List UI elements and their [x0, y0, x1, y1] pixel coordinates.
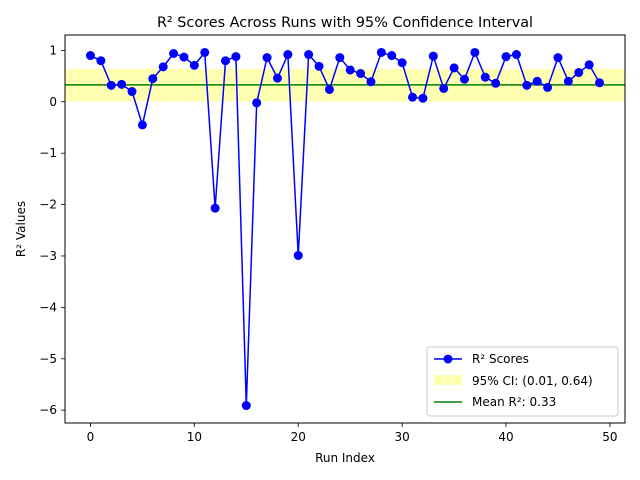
data-point [574, 68, 584, 78]
data-point [158, 62, 168, 72]
data-point [501, 52, 511, 62]
data-point [189, 60, 199, 70]
x-tick-label: 10 [187, 430, 202, 444]
data-point [85, 51, 95, 61]
data-point [148, 74, 158, 84]
data-point [449, 63, 459, 73]
data-point [345, 65, 355, 75]
data-point [221, 56, 231, 66]
legend-label-ci: 95% CI: (0.01, 0.64) [472, 374, 593, 388]
y-tick-label: 1 [49, 43, 57, 57]
data-point [553, 53, 563, 63]
data-point [543, 82, 553, 92]
data-point [231, 52, 241, 62]
x-axis-label: Run Index [315, 451, 375, 465]
data-point [397, 58, 407, 68]
data-point [252, 98, 262, 108]
legend: R² Scores 95% CI: (0.01, 0.64) Mean R²: … [426, 346, 619, 417]
data-point [283, 50, 293, 60]
data-point [470, 47, 480, 57]
data-point [137, 120, 147, 130]
y-tick-label: 0 [49, 95, 57, 109]
data-point [314, 61, 324, 71]
y-tick-label: −1 [39, 146, 57, 160]
data-point [127, 87, 137, 97]
data-point [595, 78, 605, 88]
data-point [356, 69, 366, 79]
data-point [210, 203, 220, 213]
data-point [324, 84, 334, 94]
y-tick-label: −2 [39, 198, 57, 212]
x-tick-label: 0 [87, 430, 95, 444]
y-tick-label: −4 [39, 300, 57, 314]
x-tick-label: 40 [498, 430, 513, 444]
data-point [428, 51, 438, 61]
legend-swatch-ci [434, 375, 462, 385]
data-point [117, 79, 127, 89]
x-tick-label: 20 [291, 430, 306, 444]
data-point [241, 401, 251, 411]
data-point [169, 49, 179, 59]
data-point [376, 47, 386, 57]
data-point [408, 92, 418, 102]
data-point [335, 53, 345, 63]
data-point [491, 78, 501, 88]
plot-area [65, 47, 625, 411]
x-tick-label: 50 [602, 430, 617, 444]
legend-marker-scores [443, 354, 453, 364]
x-tick-label: 30 [395, 430, 410, 444]
legend-label-scores: R² Scores [472, 352, 529, 366]
data-point [563, 76, 573, 86]
data-point [293, 250, 303, 260]
data-point [106, 80, 116, 90]
data-point [387, 51, 397, 61]
data-point [200, 47, 210, 57]
data-point [272, 73, 282, 83]
y-tick-label: −3 [39, 249, 57, 263]
data-point [439, 83, 449, 93]
data-point [179, 52, 189, 62]
data-point [262, 53, 272, 63]
data-point [459, 74, 469, 84]
axes-frame [64, 34, 626, 424]
data-point [304, 50, 314, 60]
legend-label-mean: Mean R²: 0.33 [472, 395, 556, 409]
data-point [532, 76, 542, 86]
data-point [511, 50, 521, 60]
data-point [480, 72, 490, 82]
chart-title: R² Scores Across Runs with 95% Confidenc… [157, 15, 533, 31]
data-point [96, 56, 106, 66]
data-point [584, 60, 594, 70]
y-tick-label: −5 [39, 352, 57, 366]
data-point [418, 93, 428, 103]
data-point [366, 77, 376, 87]
legend-frame [426, 346, 619, 417]
y-tick-label: −6 [39, 403, 57, 417]
data-point [522, 80, 532, 90]
y-axis-label: R² Values [14, 201, 28, 257]
